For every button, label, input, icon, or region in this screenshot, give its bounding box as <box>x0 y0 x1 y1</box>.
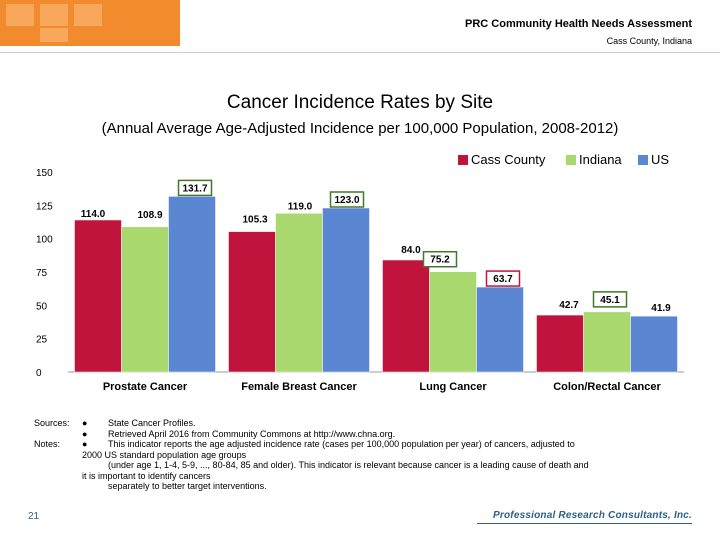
note-text: This indicator reports the age adjusted … <box>108 439 575 449</box>
bar-cass-county <box>74 219 122 373</box>
legend-label: Cass County <box>471 152 546 167</box>
legend-label: US <box>651 152 669 167</box>
note-text: it is important to identify cancers <box>82 470 211 481</box>
header-divider <box>0 52 720 53</box>
bar-us <box>476 286 524 373</box>
x-category-label: Colon/Rectal Cancer <box>553 381 661 393</box>
notes-label: Notes: <box>34 439 61 449</box>
data-label: 45.1 <box>600 295 620 306</box>
bar-chart: 0 25 50 75 100 125 150 114.0 105.3 84.0 42.7 108.9 1… <box>36 152 684 393</box>
bullet-icon: ● <box>82 428 88 439</box>
data-label: 119.0 <box>288 201 313 212</box>
legend-swatch <box>638 155 648 165</box>
legend-swatch <box>566 155 576 165</box>
bar-indiana <box>429 271 477 373</box>
logo-square <box>40 4 68 26</box>
logo-square <box>40 28 68 42</box>
y-tick-label: 75 <box>36 268 48 279</box>
data-label: 108.9 <box>137 210 162 221</box>
source-text: State Cancer Profiles. <box>108 418 196 428</box>
footer-brand: Professional Research Consultants, Inc. <box>493 510 692 521</box>
data-label: 42.7 <box>559 300 579 311</box>
logo-square <box>6 4 34 26</box>
note-row: it is important to identify cancers <box>34 471 694 482</box>
note-text: (under age 1, 1-4, 5-9, ..., 80-84, 85 a… <box>108 460 589 470</box>
data-label: 63.7 <box>493 274 513 285</box>
y-tick-label: 0 <box>36 368 42 379</box>
note-row: Notes: ● This indicator reports the age … <box>34 439 694 450</box>
chart-title: Cancer Incidence Rates by Site <box>226 92 494 113</box>
chart-subtitle: (Annual Average Age-Adjusted Incidence p… <box>101 120 619 137</box>
bullet-icon: ● <box>82 439 88 449</box>
data-label-box <box>592 291 628 308</box>
bar-cass-county <box>228 231 276 373</box>
report-location: Cass County, Indiana <box>606 36 692 46</box>
bar-indiana <box>275 213 323 373</box>
legend-swatch <box>458 155 468 165</box>
bar-us <box>322 207 370 373</box>
x-category-label: Female Breast Cancer <box>241 381 357 393</box>
y-tick-label: 100 <box>36 235 53 246</box>
bar-us <box>168 196 216 373</box>
bar-cass-county <box>536 314 584 373</box>
x-category-label: Prostate Cancer <box>103 381 188 393</box>
data-label: 75.2 <box>430 255 450 266</box>
note-row: (under age 1, 1-4, 5-9, ..., 80-84, 85 a… <box>34 460 694 471</box>
source-row: ● Retrieved April 2016 from Community Co… <box>34 429 694 440</box>
note-row: separately to better target intervention… <box>34 481 694 492</box>
y-tick-label: 125 <box>36 201 53 212</box>
data-label-box <box>485 270 521 287</box>
brand-logo-band <box>0 0 180 46</box>
bar-indiana <box>121 226 169 373</box>
sources-label: Sources: <box>34 418 70 428</box>
bar-us <box>630 315 678 373</box>
y-tick-label: 50 <box>36 301 48 312</box>
report-title: PRC Community Health Needs Assessment <box>465 18 692 30</box>
logo-square <box>74 4 102 26</box>
bar-cass-county <box>382 259 430 373</box>
note-text: 2000 US standard population age groups <box>82 449 247 460</box>
data-label: 105.3 <box>242 215 267 226</box>
data-label-box <box>329 191 365 208</box>
data-label: 123.0 <box>334 195 359 206</box>
y-tick-label: 150 <box>36 168 53 179</box>
bar-indiana <box>583 311 631 373</box>
source-row: Sources: ● State Cancer Profiles. <box>34 418 694 429</box>
notes-block: Sources: ● State Cancer Profiles. ● Retr… <box>34 418 694 492</box>
data-label: 131.7 <box>182 183 207 194</box>
data-label: 114.0 <box>81 209 106 220</box>
data-label: 41.9 <box>651 303 671 314</box>
legend-label: Indiana <box>579 152 622 167</box>
data-label-box <box>422 250 458 268</box>
footer-divider <box>477 523 692 524</box>
note-row: 2000 US standard population age groups <box>34 450 694 461</box>
note-text: separately to better target intervention… <box>108 481 267 491</box>
source-text: Retrieved April 2016 from Community Comm… <box>108 428 396 439</box>
y-tick-label: 25 <box>36 335 48 346</box>
data-label: 84.0 <box>401 245 421 256</box>
page-number: 21 <box>28 511 40 522</box>
data-label-box <box>177 179 213 197</box>
x-category-label: Lung Cancer <box>419 381 487 393</box>
bullet-icon: ● <box>82 418 88 428</box>
